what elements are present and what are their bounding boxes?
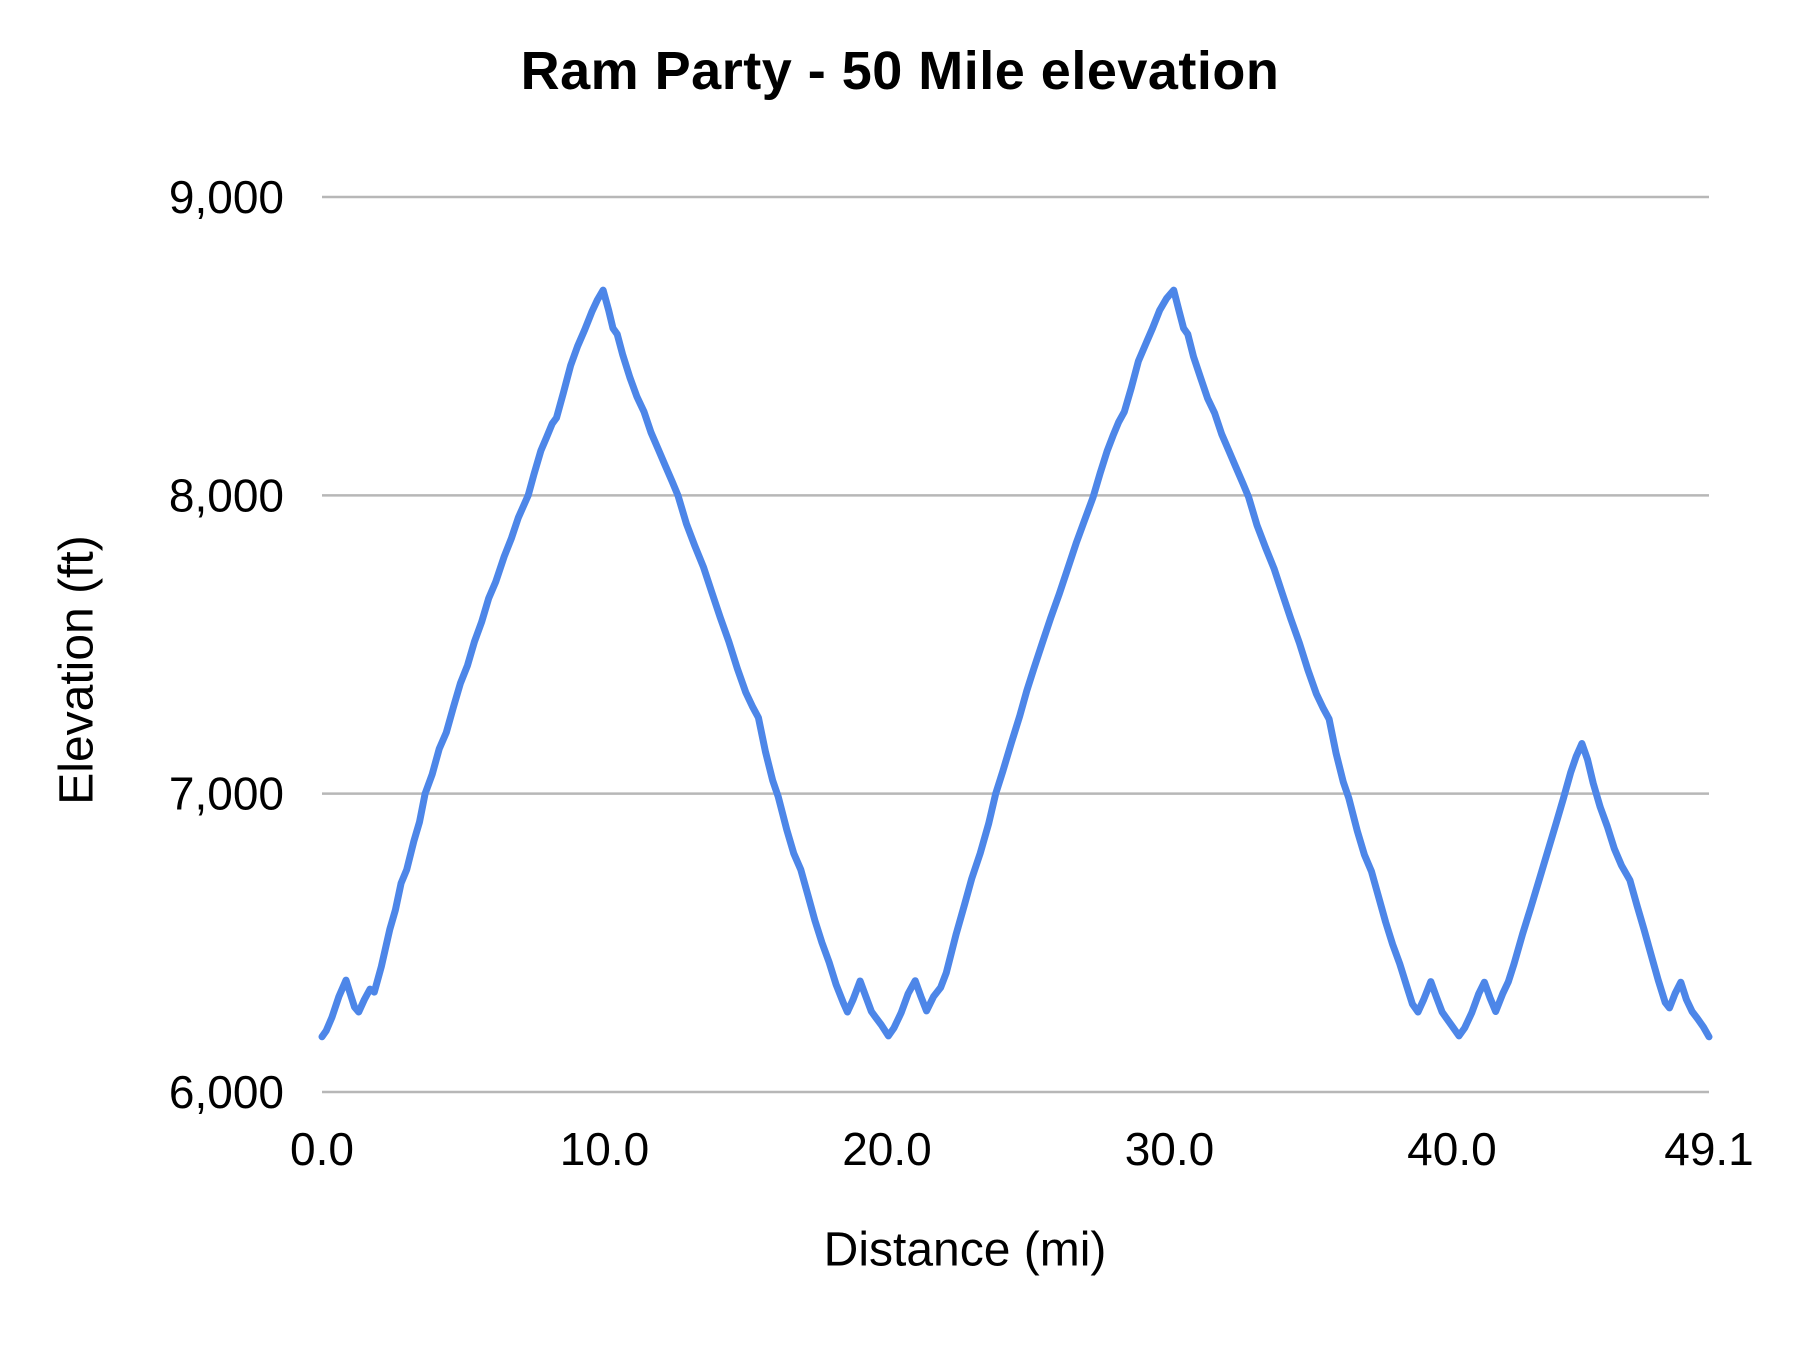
y-tick-label: 9,000 <box>169 171 284 223</box>
x-tick-label: 10.0 <box>560 1123 650 1175</box>
y-tick-label: 6,000 <box>169 1066 284 1118</box>
x-axis-title: Distance (mi) <box>823 1223 1107 1277</box>
elevation-line <box>318 286 1713 1041</box>
x-tick-label: 0.0 <box>290 1123 354 1175</box>
x-tick-label: 30.0 <box>1125 1123 1215 1175</box>
y-tick-label: 8,000 <box>169 469 284 521</box>
chart-title: Ram Party - 50 Mile elevation <box>520 41 1280 101</box>
x-tick-label: 20.0 <box>842 1123 932 1175</box>
x-tick-label: 40.0 <box>1407 1123 1497 1175</box>
y-tick-label: 7,000 <box>169 768 284 820</box>
x-tick-label: 49.1 <box>1664 1123 1754 1175</box>
